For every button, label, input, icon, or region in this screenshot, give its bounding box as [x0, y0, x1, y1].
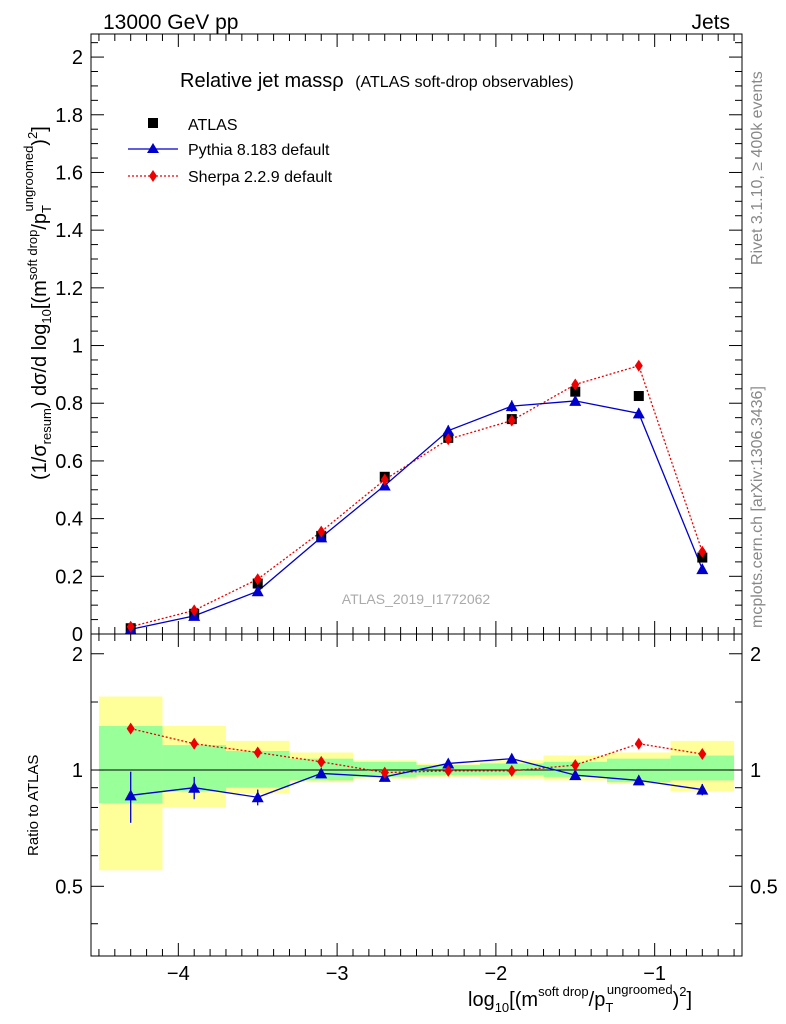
plot-title: Relative jet massρ (ATLAS soft-drop obse…	[180, 70, 574, 92]
ratio-ytick-label-right: 0.5	[750, 876, 778, 898]
ratio-pythia-point	[251, 791, 264, 803]
svg-text:Relative jet massρ (AT: Relative jet massρ (ATLAS soft-drop obse…	[180, 70, 574, 92]
ratio-pythia-point	[315, 767, 328, 779]
main-ytick-label: 1.4	[55, 220, 83, 242]
pythia-point	[569, 394, 582, 406]
sherpa-point	[126, 620, 135, 633]
ratio-pythia-point	[188, 781, 201, 793]
sherpa-point	[444, 433, 453, 446]
sherpa-point	[317, 525, 326, 538]
sherpa-line	[130, 364, 703, 628]
main-ylabel: (1/σresum) dσ/d log10[(msoft drop/pTungr…	[21, 126, 54, 480]
ratio-pythia-point	[442, 757, 455, 769]
atlas-point	[633, 391, 644, 402]
sherpa-point	[380, 473, 389, 486]
legend: ATLAS Pythia 8.183 default Sherpa 2.2.9 …	[128, 117, 333, 186]
pythia-line	[130, 400, 703, 631]
sherpa-point	[253, 573, 262, 586]
ratio-pythia-point	[505, 752, 518, 764]
sherpa-point	[698, 545, 707, 558]
ratio-ylabel: Ratio to ATLAS	[25, 755, 42, 856]
ratio-sherpa-point	[126, 722, 135, 735]
x-tick-label: −4	[167, 963, 190, 985]
main-ytick-label: 0.4	[55, 509, 83, 531]
ratio-pythia-point	[124, 789, 137, 801]
main-ticks	[91, 34, 742, 635]
x-tick-label: −1	[643, 963, 666, 985]
ratio-ytick-label-left: 1	[72, 760, 83, 782]
ratio-sherpa-point	[380, 766, 389, 779]
ratio-panel: 0.5 0.5 1 1 2 2 −4 −3 −2 −1 Ratio to ATLAS log10…	[25, 633, 778, 1015]
ratio-sherpa-point	[317, 755, 326, 768]
header-left: 13000 GeV pp	[103, 11, 238, 34]
pythia-point	[442, 424, 455, 436]
ratio-sherpa-line	[130, 727, 703, 774]
ratio-ytick-label-right: 2	[750, 644, 761, 666]
watermark: ATLAS_2019_I1772062	[342, 591, 491, 607]
main-ytick-label: 0	[72, 624, 83, 646]
legend-atlas-label: ATLAS	[188, 117, 238, 134]
ratio-sherpa-point	[571, 759, 580, 772]
ratio-sherpa-point	[698, 748, 707, 761]
main-ytick-label: 1.6	[55, 162, 83, 184]
legend-pythia-label: Pythia 8.183 default	[188, 142, 330, 159]
sherpa-point	[507, 414, 516, 427]
sherpa-point	[571, 378, 580, 391]
ratio-ticks	[91, 634, 742, 956]
main-ytick-label: 2	[72, 47, 83, 69]
legend-atlas-marker	[148, 118, 158, 128]
title-sub: (ATLAS soft-drop observables)	[355, 74, 573, 91]
sherpa-point	[190, 604, 199, 617]
main-ytick-labels: 0 0.2 0.4 0.6 0.8 1 1.2 1.4 1.6 1.8 2	[55, 47, 83, 646]
main-ytick-label: 0.2	[55, 566, 83, 588]
x-axis-label: log10[(msoft drop/pTungroomed)2]	[468, 982, 692, 1015]
ratio-sherpa-point	[253, 746, 262, 759]
ratio-series	[124, 722, 709, 823]
sherpa-point	[634, 359, 643, 372]
main-ytick-label: 1	[72, 336, 83, 358]
ratio-sherpa-point	[444, 764, 453, 777]
ratio-ytick-label-left: 0.5	[55, 876, 83, 898]
pythia-point	[505, 400, 518, 412]
ratio-ytick-label-right: 1	[750, 760, 761, 782]
atlas-point	[570, 386, 581, 397]
legend-pythia-marker	[147, 143, 159, 153]
ratio-pythia-point	[696, 783, 709, 795]
x-tick-label: −2	[484, 963, 507, 985]
mcplots-label: mcplots.cern.ch [arXiv:1306.3436]	[749, 386, 766, 628]
ratio-pythia-point	[632, 774, 645, 786]
main-ytick-label: 1.8	[55, 105, 83, 127]
main-series	[124, 359, 709, 635]
pythia-point	[632, 407, 645, 419]
ratio-ytick-label-left: 2	[72, 644, 83, 666]
main-ytick-label: 1.2	[55, 278, 83, 300]
x-tick-label: −3	[326, 963, 349, 985]
rivet-label: Rivet 3.1.10, ≥ 400k events	[749, 71, 766, 265]
main-panel: 0 0.2 0.4 0.6 0.8 1 1.2 1.4 1.6 1.8 2 ATLAS_2019_I…	[21, 33, 743, 646]
ratio-pythia-line	[130, 758, 703, 798]
title-main: Relative jet massρ	[180, 70, 344, 92]
ratio-sherpa-point	[634, 737, 643, 750]
ratio-sherpa-point	[190, 737, 199, 750]
header-right: Jets	[691, 11, 730, 34]
ratio-sherpa-point	[507, 764, 516, 777]
main-ytick-label: 0.6	[55, 451, 83, 473]
ratio-ytick-labels: 0.5 0.5 1 1 2 2	[55, 644, 778, 899]
ratio-pythia-point	[569, 769, 582, 781]
main-ytick-label: 0.8	[55, 393, 83, 415]
legend-sherpa-label: Sherpa 2.2.9 default	[188, 169, 333, 186]
pythia-point	[696, 563, 709, 575]
x-tick-labels: −4 −3 −2 −1	[167, 963, 666, 985]
legend-sherpa-marker	[149, 170, 157, 182]
pythia-point	[251, 585, 264, 597]
